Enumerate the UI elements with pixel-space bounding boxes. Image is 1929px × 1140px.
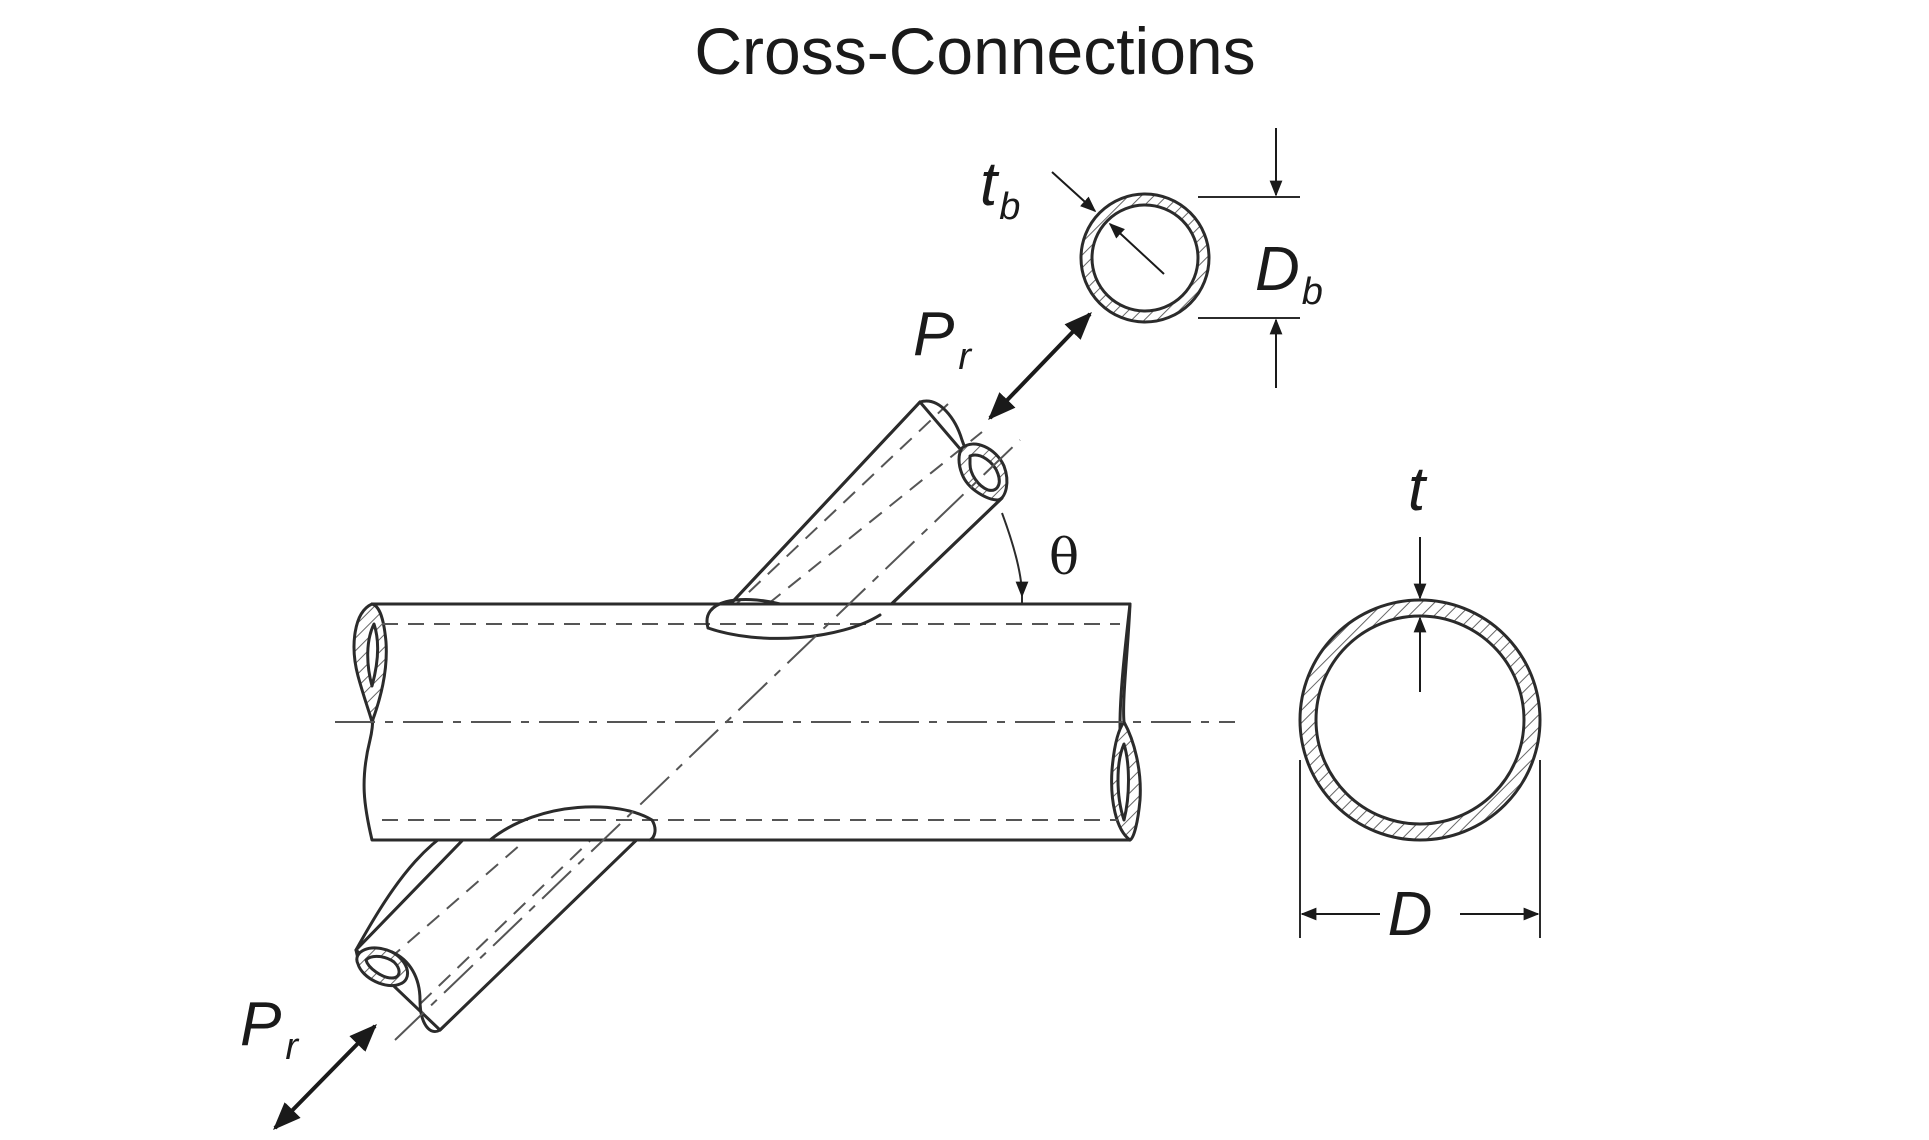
- branch-thickness-leader: [1051, 171, 1097, 213]
- branch-diameter-symbol: D: [1255, 235, 1300, 304]
- chord-thickness-label: t: [1408, 455, 1428, 524]
- chord-diameter-label: D: [1388, 880, 1433, 949]
- branch-diameter-label: Db: [1255, 235, 1323, 313]
- chord-tube: [335, 439, 1235, 1041]
- angle-label: θ: [1049, 528, 1079, 586]
- lower-load-subscript: r: [285, 1026, 299, 1068]
- branch-thickness-symbol: t: [980, 150, 1000, 219]
- branch-axis: [394, 439, 1021, 1041]
- angle-arc: [1001, 512, 1029, 598]
- upper-load-arrow: [988, 311, 1092, 421]
- upper-load-symbol: P: [913, 300, 954, 369]
- lower-load-arrow: [273, 1024, 377, 1130]
- upper-intersection-saddle: [705, 598, 882, 640]
- branch-thickness-subscript: b: [999, 186, 1020, 228]
- branch-thickness-label: tb: [980, 150, 1020, 228]
- branch-diameter-subscript: b: [1302, 271, 1323, 313]
- chord-cross-section: [1298, 537, 1542, 938]
- lower-load-symbol: P: [240, 990, 281, 1059]
- branch-cross-section: [1051, 128, 1300, 388]
- upper-load-subscript: r: [958, 336, 972, 378]
- diagram-title: Cross-Connections: [694, 14, 1255, 88]
- lower-intersection-saddle: [488, 805, 657, 842]
